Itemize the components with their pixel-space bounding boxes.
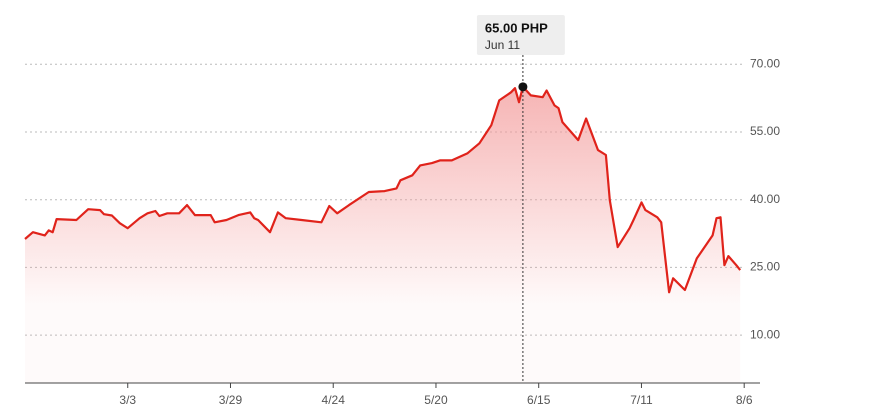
x-tick-label: 3/3: [119, 393, 136, 407]
line: [24, 85, 742, 294]
x-tick-label: 3/29: [219, 393, 243, 407]
y-tick-label: 40.00: [750, 192, 780, 206]
y-tick-label: 70.00: [750, 56, 780, 70]
x-tick-label: 5/20: [424, 393, 448, 407]
x-tick-label: 6/15: [527, 393, 551, 407]
tooltip-value: 65.00 PHP: [485, 20, 548, 35]
y-tick-label: 55.00: [750, 124, 780, 138]
x-tick-label: 7/11: [630, 393, 653, 407]
tooltip-date: Jun 11: [485, 38, 520, 52]
y-tick-label: 10.00: [750, 327, 780, 341]
x-tick-label: 8/6: [736, 393, 753, 407]
y-tick-label: 25.00: [750, 260, 780, 274]
area: [25, 86, 741, 384]
tooltip-point: [518, 82, 528, 92]
tooltip-box: [476, 15, 565, 55]
x-tick-label: 4/24: [322, 393, 346, 407]
